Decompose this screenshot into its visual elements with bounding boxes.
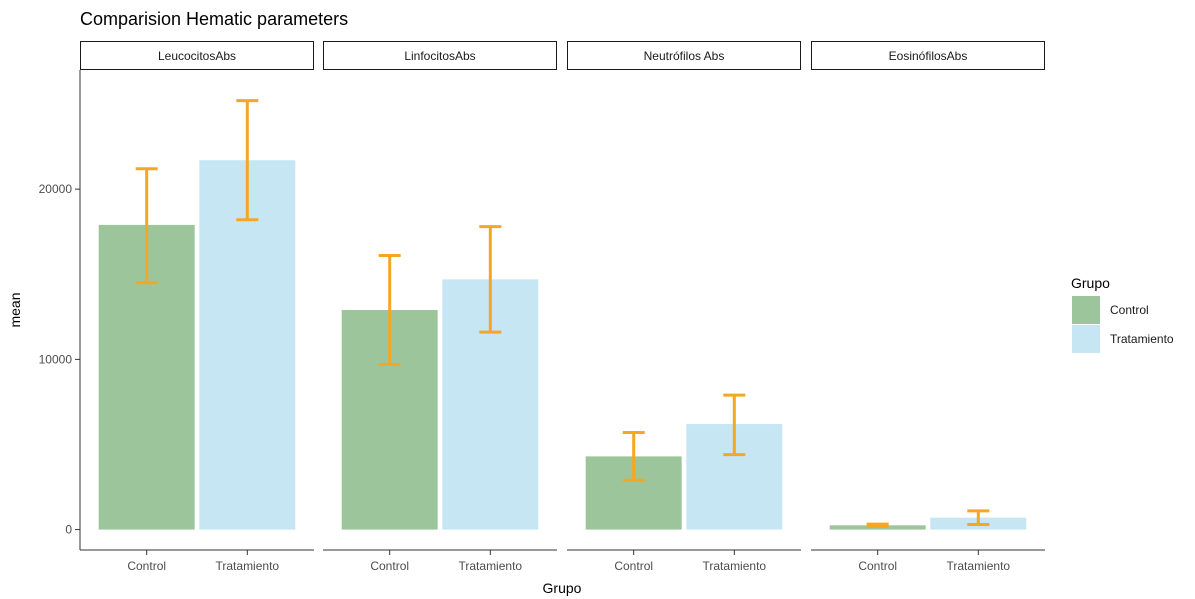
- y-tick-label: 0: [65, 523, 72, 537]
- facet-strip: [567, 41, 801, 70]
- error-bar: [378, 254, 401, 366]
- facet-panel: LinfocitosAbs Control Tratamiento: [323, 41, 557, 573]
- x-tick-label: Tratamiento: [703, 559, 767, 573]
- legend: Grupo Control Tratamiento: [1071, 275, 1174, 353]
- error-bar: [723, 393, 746, 457]
- y-axis-title: mean: [7, 292, 23, 327]
- bar: [199, 160, 296, 530]
- legend-title: Grupo: [1071, 275, 1110, 291]
- x-tick-label: Tratamiento: [947, 559, 1011, 573]
- facet-strip-label: EosinófilosAbs: [889, 49, 968, 63]
- legend-swatch: [1072, 296, 1100, 324]
- x-tick-label: Tratamiento: [216, 559, 280, 573]
- legend-swatch: [1072, 325, 1100, 353]
- error-bar: [967, 509, 990, 526]
- facet-strip-label: Neutrófilos Abs: [644, 49, 725, 63]
- facet-strip-label: LeucocitosAbs: [158, 49, 236, 63]
- error-bar: [479, 225, 502, 334]
- y-tick-label: 20000: [39, 182, 73, 196]
- facet-panel: LeucocitosAbs Control Tratamiento: [80, 41, 314, 573]
- facet-panel: EosinófilosAbs Control Tratamiento: [811, 41, 1045, 573]
- x-tick-label: Control: [370, 559, 409, 573]
- x-tick-label: Control: [858, 559, 897, 573]
- error-bar: [236, 99, 259, 222]
- y-axis: 0 10000 20000: [39, 70, 81, 550]
- error-bar: [622, 431, 645, 482]
- error-bar: [866, 522, 889, 529]
- facet-strip: [323, 41, 557, 70]
- facet-strip-label: LinfocitosAbs: [404, 49, 475, 63]
- x-tick-label: Control: [614, 559, 653, 573]
- facet-panel: Neutrófilos Abs Control Tratamiento: [567, 41, 801, 573]
- x-tick-label: Control: [127, 559, 166, 573]
- chart-title: Comparision Hematic parameters: [80, 9, 348, 29]
- facet-strip: [80, 41, 314, 70]
- x-axis-title: Grupo: [543, 580, 582, 596]
- facet-strip: [811, 41, 1045, 70]
- x-tick-label: Tratamiento: [459, 559, 523, 573]
- y-tick-label: 10000: [39, 352, 73, 366]
- error-bar: [135, 167, 158, 285]
- legend-label: Tratamiento: [1110, 332, 1174, 346]
- legend-label: Control: [1110, 303, 1149, 317]
